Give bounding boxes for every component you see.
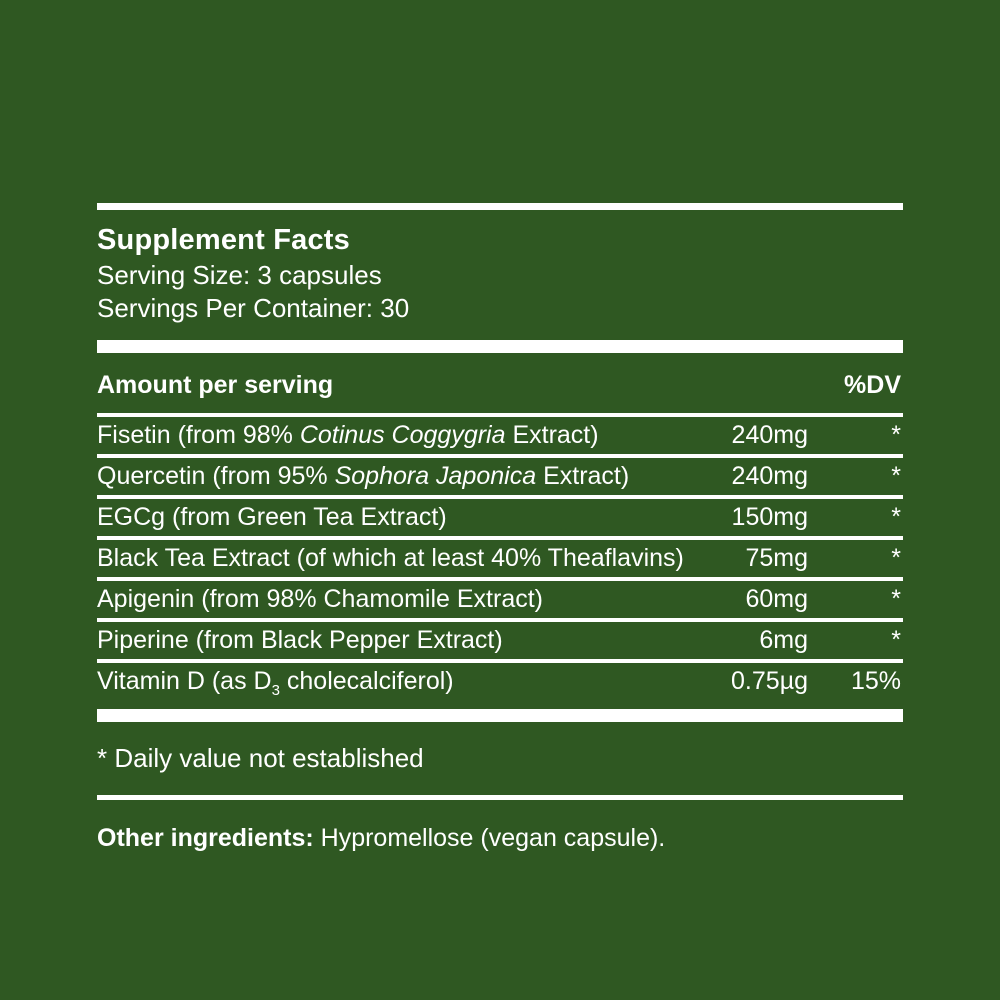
supplement-facts-panel: Supplement Facts Serving Size: 3 capsule… <box>97 203 903 853</box>
table-row-apigenin: Apigenin (from 98% Chamomile Extract) 60… <box>97 581 903 622</box>
ingredient-name: EGCg (from Green Tea Extract) <box>97 503 447 531</box>
other-ingredients: Other ingredients: Hypromellose (vegan c… <box>97 824 903 853</box>
ingredient-amount: 150mg <box>731 503 808 531</box>
daily-value-footnote: * Daily value not established <box>97 743 424 773</box>
ingredient-dv: * <box>891 421 901 449</box>
thin-divider-bar <box>97 795 903 800</box>
serving-size: Serving Size: 3 capsules <box>97 260 382 290</box>
table-row-black-tea: Black Tea Extract (of which at least 40%… <box>97 540 903 581</box>
ingredient-name: Vitamin D (as D3 cholecalciferol) <box>97 667 454 699</box>
ingredient-dv: 15% <box>850 667 901 695</box>
ingredient-name: Piperine (from Black Pepper Extract) <box>97 626 503 654</box>
ingredient-dv: * <box>891 503 901 531</box>
ingredient-name: Quercetin (from 95% Sophora Japonica Ext… <box>97 462 630 490</box>
amount-per-serving-header: Amount per serving <box>97 371 334 399</box>
ingredient-amount: 240mg <box>731 421 808 449</box>
table-row-quercetin: Quercetin (from 95% Sophora Japonica Ext… <box>97 458 903 499</box>
servings-per-container: Servings Per Container: 30 <box>97 293 410 323</box>
ingredient-dv: * <box>891 462 901 490</box>
table-header-row: Amount per serving %DV <box>97 353 903 417</box>
ingredient-dv: * <box>891 544 901 572</box>
ingredient-name: Black Tea Extract (of which at least 40%… <box>97 544 684 572</box>
ingredient-name: Apigenin (from 98% Chamomile Extract) <box>97 585 543 613</box>
thick-divider-bar-top <box>97 340 903 353</box>
ingredient-dv: * <box>891 585 901 613</box>
ingredient-amount: 60mg <box>745 585 808 613</box>
ingredient-name: Fisetin (from 98% Cotinus Coggygria Extr… <box>97 421 599 449</box>
other-ingredients-text: Hypromellose (vegan capsule). <box>313 824 666 852</box>
table-row-egcg: EGCg (from Green Tea Extract) 150mg * <box>97 499 903 540</box>
ingredient-amount: 0.75µg <box>731 667 808 695</box>
top-divider-bar <box>97 203 903 210</box>
ingredient-amount: 75mg <box>745 544 808 572</box>
panel-title: Supplement Facts <box>97 224 350 256</box>
thick-divider-bar-bottom <box>97 709 903 722</box>
table-row-vitamin-d: Vitamin D (as D3 cholecalciferol) 0.75µg… <box>97 663 903 700</box>
percent-dv-header: %DV <box>844 371 901 399</box>
serving-info: Serving Size: 3 capsules Servings Per Co… <box>97 259 903 325</box>
ingredients-table: Fisetin (from 98% Cotinus Coggygria Extr… <box>97 417 903 700</box>
ingredient-dv: * <box>891 626 901 654</box>
ingredient-amount: 240mg <box>731 462 808 490</box>
table-row-piperine: Piperine (from Black Pepper Extract) 6mg… <box>97 622 903 663</box>
other-ingredients-label: Other ingredients: <box>97 824 314 852</box>
ingredient-amount: 6mg <box>759 626 808 654</box>
table-row-fisetin: Fisetin (from 98% Cotinus Coggygria Extr… <box>97 417 903 458</box>
